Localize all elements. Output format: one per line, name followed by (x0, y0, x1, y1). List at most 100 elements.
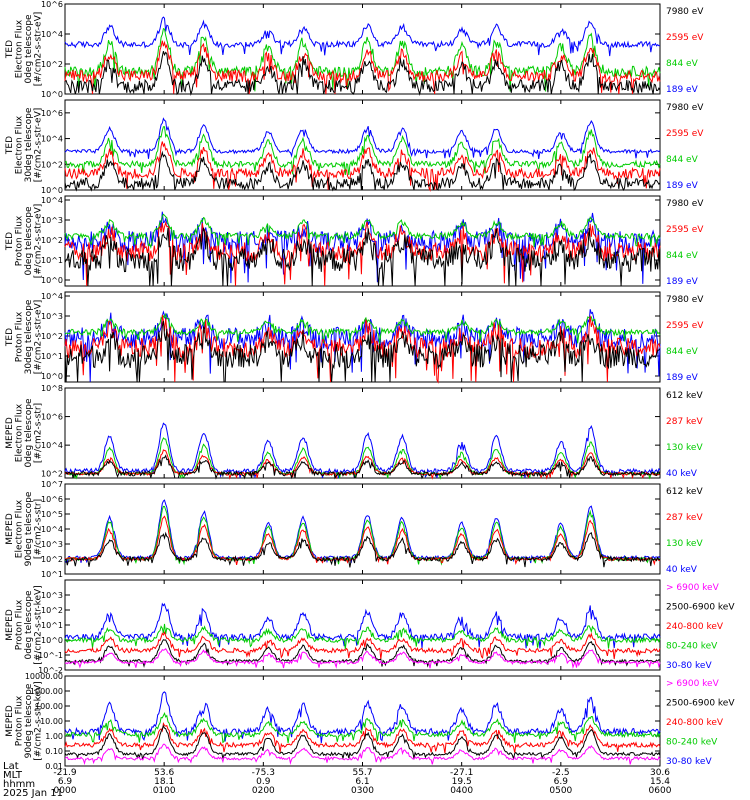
footer-label-mlt: MLT (3, 770, 23, 781)
legend-label: 30-80 keV (666, 661, 712, 671)
legend-label: 7980 eV (666, 295, 704, 305)
series-line (64, 320, 661, 383)
x-tick-label-hhmm: 0500 (549, 786, 572, 796)
x-tick-label-lat: -21.9 (53, 768, 77, 778)
y-axis-label-line: [#/cm2-s-str-keV] (34, 585, 44, 664)
x-tick-label-mlt: 15.4 (650, 777, 670, 787)
y-tick-label: 10^-1 (38, 651, 63, 660)
y-axis-label-line: MEPED (5, 513, 15, 545)
x-tick-label-mlt: 0.9 (256, 777, 271, 787)
y-axis-label-line: [#/cm2-s-str] (34, 403, 44, 463)
y-axis-label-line: 0deg telescope (24, 14, 34, 84)
series-line (64, 16, 661, 57)
y-axis-label: TEDProton Flux0deg telescope[#/cm2-s-str… (5, 204, 44, 279)
legend-label: 287 keV (666, 417, 703, 427)
y-tick-label: 10^6 (41, 495, 63, 504)
series-line (64, 27, 661, 92)
y-tick-label: 10^0 (41, 372, 63, 381)
y-tick-label: 10.00 (40, 717, 63, 726)
y-axis-label-line: 0deg telescope (24, 590, 34, 660)
y-axis-label: MEPEDElectron Flux0deg telescope[#/cm2-s… (5, 398, 44, 468)
y-axis-label: TEDElectron Flux30deg telescope[#/cm2-s-… (5, 107, 44, 182)
panel-6: 10^3 10^2 10^1 10^0 10^-1 10^-2 MEPEDProton Fl… (5, 579, 735, 675)
x-tick-label-lat: 53.6 (154, 768, 174, 778)
panel-frame (64, 483, 661, 575)
y-tick-label: 10^0 (41, 90, 63, 99)
series-line (64, 724, 661, 761)
y-axis-label-line: Electron Flux (15, 499, 25, 558)
legend-label: > 6900 keV (666, 679, 720, 689)
series-line (64, 422, 661, 479)
series-line (64, 454, 661, 480)
legend-label: 7980 eV (666, 199, 704, 209)
y-tick-label: 10^-2 (38, 666, 63, 675)
x-tick-label-lat: 30.6 (650, 768, 670, 778)
y-axis-label-line: [#/cm2-s-str-eV] (34, 204, 44, 279)
series-line (64, 623, 661, 650)
y-tick-label: 10^3 (41, 591, 63, 600)
y-axis-label-line: TED (5, 232, 15, 251)
y-axis-label-line: Electron Flux (15, 19, 25, 78)
y-axis-label-line: Proton Flux (15, 695, 25, 746)
legend-label: 240-800 keV (666, 718, 724, 728)
series-line (64, 51, 661, 96)
x-tick-label-lat: -75.3 (252, 768, 275, 778)
y-tick-label: 10^4 (41, 292, 63, 301)
x-tick-label-mlt: 18.1 (154, 777, 174, 787)
y-axis-label-line: [#/cm2-s-str] (34, 499, 44, 559)
y-tick-label: 10^1 (41, 256, 63, 265)
panel-7: 10000.001000.00100.0010.001.000.100.01ME… (5, 672, 735, 771)
legend-label: 130 keV (666, 443, 703, 453)
y-tick-label: 1.00 (45, 732, 63, 741)
series-line (64, 515, 661, 566)
legend-label: 189 eV (666, 181, 699, 191)
legend-label: 189 eV (666, 373, 699, 383)
y-tick-label: 10^4 (41, 196, 63, 205)
legend-label: 2595 eV (666, 321, 704, 331)
y-tick-label: 10^2 (41, 555, 63, 564)
y-tick-label: 10^8 (41, 384, 63, 393)
panel-1: 10^6 10^4 10^2 10^0 TEDElectron Flux30deg te… (5, 99, 704, 195)
y-tick-label: 10^6 (41, 109, 63, 118)
y-tick-label: 10^0 (41, 636, 63, 645)
legend-label: 844 eV (666, 59, 699, 69)
y-tick-label: 10^2 (41, 332, 63, 341)
y-axis-label-line: 30deg telescope (24, 299, 34, 374)
y-tick-label: 10^4 (41, 30, 63, 39)
x-tick-label-lat: -27.1 (450, 768, 473, 778)
legend-label: 240-800 keV (666, 622, 724, 632)
series-line (64, 40, 661, 95)
legend-label: > 6900 keV (666, 583, 720, 593)
x-tick-label-hhmm: 0000 (54, 786, 77, 796)
footer-label-date: 2025 Jan 11 (3, 788, 63, 799)
x-tick-label-hhmm: 0600 (649, 786, 672, 796)
y-tick-label: 10^4 (41, 525, 63, 534)
y-tick-label: 10^4 (41, 441, 63, 450)
y-tick-label: 10^4 (41, 135, 63, 144)
legend-label: 30-80 keV (666, 757, 712, 767)
y-axis-label-line: Electron Flux (15, 115, 25, 174)
y-axis-label-line: Electron Flux (15, 403, 25, 462)
y-tick-label: 10^7 (41, 480, 63, 489)
legend-label: 189 eV (666, 85, 699, 95)
y-tick-label: 10^3 (41, 312, 63, 321)
series-line (64, 437, 661, 480)
series-line (64, 648, 661, 670)
series-line (64, 505, 661, 566)
panel-frame (64, 579, 661, 671)
series-line (64, 150, 661, 192)
y-axis-label-line: 0deg telescope (24, 398, 34, 468)
y-axis-label-line: [#/cm2-s-str-keV] (34, 681, 44, 760)
y-axis-label: MEPEDProton Flux0deg telescope[#/cm2-s-s… (5, 585, 44, 664)
legend-label: 189 eV (666, 277, 699, 287)
legend-label: 2595 eV (666, 129, 704, 139)
legend-label: 40 keV (666, 469, 698, 479)
y-axis-label-line: 90deg telescope (24, 491, 34, 566)
series-line (64, 141, 661, 192)
y-axis-label-line: 0deg telescope (24, 206, 34, 276)
y-axis-label-line: 90deg telescope (24, 683, 34, 758)
y-axis-label: MEPEDElectron Flux90deg telescope[#/cm2-… (5, 491, 44, 566)
